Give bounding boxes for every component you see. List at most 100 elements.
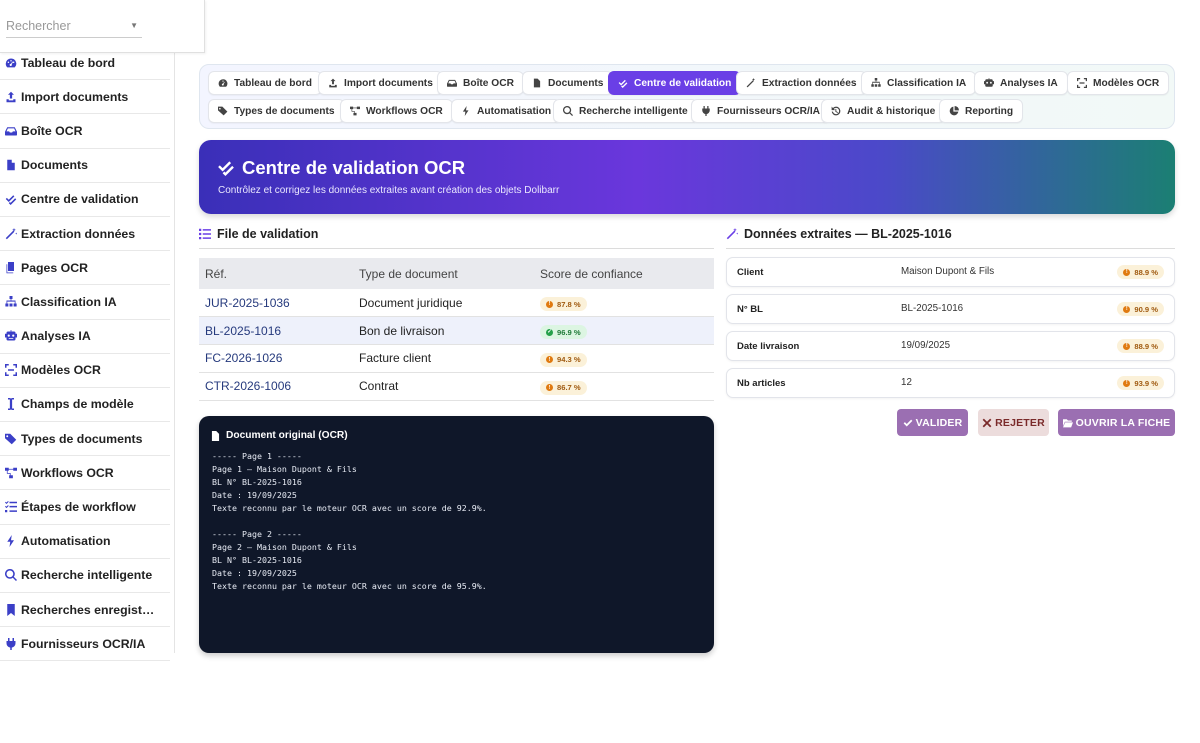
sidebar-item-documents[interactable]: Documents (0, 149, 170, 183)
field-value[interactable]: 19/09/2025 (901, 340, 951, 351)
page-title: Centre de validation OCR (242, 157, 466, 178)
sidebar-item-etapes-de-workflow[interactable]: Étapes de workflow (0, 490, 170, 525)
confidence-badge: ! 88.9 % (1117, 265, 1164, 279)
tab-modeles-ocr[interactable]: Modèles OCR (1067, 71, 1170, 95)
sidebar-item-modeles-ocr[interactable]: Modèles OCR (0, 354, 170, 388)
sidebar-item-classification-ia[interactable]: Classification IA (0, 285, 170, 320)
sidebar-item-pages-ocr[interactable]: Pages OCR (0, 251, 170, 286)
extracted-field-delivery-date[interactable]: Date livraison 19/09/2025 ! 88.9 % (726, 331, 1175, 361)
file-icon (211, 430, 220, 441)
plug-icon (701, 106, 711, 116)
sidebar-item-workflows-ocr[interactable]: Workflows OCR (0, 456, 170, 491)
scan-icon (5, 364, 17, 377)
warning-icon: ! (1123, 379, 1131, 387)
open-record-button[interactable]: OUVRIR LA FICHE (1058, 409, 1175, 436)
warning-icon: ! (546, 356, 553, 364)
sidebar-item-label: Extraction données (21, 226, 136, 241)
sidebar-item-label: Boîte OCR (21, 123, 83, 138)
row-type: Contrat (353, 372, 534, 401)
field-value[interactable]: BL-2025-1016 (901, 303, 964, 314)
row-ref[interactable]: CTR-2026-1006 (199, 372, 353, 401)
sidebar-item-analyses-ia[interactable]: Analyses IA (0, 320, 170, 354)
column-header[interactable]: Score de confiance (534, 258, 714, 289)
table-row-selected[interactable]: BL-2025-1016 Bon de livraison ✓ 96.9 % (199, 316, 714, 345)
tab-documents[interactable]: Documents (522, 71, 614, 95)
column-header[interactable]: Type de document (353, 258, 534, 289)
tab-workflows-ocr[interactable]: Workflows OCR (340, 99, 453, 123)
extracted-field-bl-number[interactable]: N° BL BL-2025-1016 ! 90.9 % (726, 294, 1175, 324)
sidebar-item-label: Fournisseurs OCR/IA (21, 636, 146, 651)
tab-classification-ia[interactable]: Classification IA (861, 71, 977, 95)
validation-queue-table: Réf. Type de document Score de confiance… (199, 258, 714, 401)
file-icon (532, 78, 542, 88)
sidebar-item-boite-ocr[interactable]: Boîte OCR (0, 114, 170, 149)
tab-import-documents[interactable]: Import documents (318, 71, 443, 95)
row-ref[interactable]: BL-2025-1016 (199, 316, 353, 345)
field-value[interactable]: Maison Dupont & Fils (901, 266, 995, 277)
field-value[interactable]: 12 (901, 377, 912, 388)
extracted-field-client[interactable]: Client Maison Dupont & Fils ! 88.9 % (726, 257, 1175, 287)
list-check-icon (5, 501, 17, 513)
sidebar-item-import-documents[interactable]: Import documents (0, 80, 170, 115)
queue-heading: File de validation (199, 223, 318, 245)
tab-audit-historique[interactable]: Audit & historique (821, 99, 946, 123)
sidebar-item-label: Documents (21, 158, 88, 173)
column-header[interactable]: Réf. (199, 258, 353, 289)
extracted-field-item-count[interactable]: Nb articles 12 ! 93.9 % (726, 368, 1175, 398)
sidebar-item-champs-de-modele[interactable]: Champs de modèle (0, 388, 170, 423)
sidebar-item-label: Pages OCR (21, 260, 88, 275)
field-label: Nb articles (737, 378, 786, 389)
bolt-icon (461, 106, 471, 116)
magic-wand-icon (726, 228, 738, 240)
check-icon (903, 419, 913, 426)
ocr-text[interactable]: ----- Page 1 ----- Page 1 — Maison Dupon… (212, 451, 487, 591)
sidebar-item-recherche-intelligente[interactable]: Recherche intelligente (0, 559, 170, 593)
search-input[interactable]: Rechercher ▼ (6, 16, 142, 38)
sitemap-icon (5, 295, 17, 308)
diagram-icon (350, 106, 360, 116)
tab-tableau-de-bord[interactable]: Tableau de bord (208, 71, 322, 95)
sidebar-item-centre-de-validation[interactable]: Centre de validation (0, 183, 170, 217)
confidence-badge: ! 87.8 % (540, 297, 587, 312)
tab-recherche-intelligente[interactable]: Recherche intelligente (553, 99, 698, 123)
validate-button[interactable]: VALIDER (897, 409, 968, 436)
sidebar-item-extraction-donnees[interactable]: Extraction données (0, 217, 170, 252)
confidence-badge: ! 90.9 % (1117, 302, 1164, 316)
tab-types-de-documents[interactable]: Types de documents (208, 99, 345, 123)
warning-icon: ! (546, 384, 553, 392)
tab-extraction-donnees[interactable]: Extraction données (736, 71, 867, 95)
confidence-badge: ! 94.3 % (540, 352, 587, 367)
tab-fournisseurs-ocr-ia[interactable]: Fournisseurs OCR/IA (691, 99, 831, 123)
row-type: Bon de livraison (353, 316, 534, 345)
table-row[interactable]: JUR-2025-1036 Document juridique ! 87.8 % (199, 289, 714, 318)
reject-button[interactable]: REJETER (978, 409, 1049, 436)
sitemap-icon (871, 78, 881, 88)
confidence-badge: ✓ 96.9 % (540, 325, 587, 340)
extracted-heading: Données extraites — BL-2025-1016 (726, 223, 952, 245)
table-row[interactable]: FC-2026-1026 Facture client ! 94.3 % (199, 344, 714, 373)
tags-icon (218, 106, 228, 116)
sidebar-item-label: Workflows OCR (21, 465, 114, 480)
sidebar-item-tableau-de-bord[interactable]: Tableau de bord (0, 46, 170, 81)
tab-analyses-ia[interactable]: Analyses IA (974, 71, 1068, 95)
bolt-icon (5, 535, 17, 548)
chevron-down-icon[interactable]: ▼ (130, 21, 138, 30)
tab-automatisation[interactable]: Automatisation (451, 99, 562, 123)
row-ref[interactable]: JUR-2025-1036 (199, 289, 353, 318)
divider (726, 248, 1175, 249)
table-row[interactable]: CTR-2026-1006 Contrat ! 86.7 % (199, 372, 714, 401)
row-ref[interactable]: FC-2026-1026 (199, 344, 353, 373)
table-header-row: Réf. Type de document Score de confiance (199, 258, 714, 289)
tags-icon (5, 433, 17, 445)
tab-centre-de-validation[interactable]: Centre de validation (608, 71, 742, 95)
warning-icon: ! (1123, 342, 1131, 350)
sidebar-item-types-de-documents[interactable]: Types de documents (0, 422, 170, 457)
sidebar-item-automatisation[interactable]: Automatisation (0, 525, 170, 559)
chart-pie-icon (949, 106, 959, 116)
tab-boite-ocr[interactable]: Boîte OCR (437, 71, 524, 95)
sidebar-item-fournisseurs-ocr-ia[interactable]: Fournisseurs OCR/IA (0, 627, 170, 662)
tab-reporting[interactable]: Reporting (939, 99, 1024, 123)
robot-icon (5, 330, 17, 342)
sidebar-nav: Tableau de bord Import documents Boîte O… (0, 46, 170, 662)
sidebar-item-recherches-enregistrees[interactable]: Recherches enregist… (0, 593, 170, 628)
